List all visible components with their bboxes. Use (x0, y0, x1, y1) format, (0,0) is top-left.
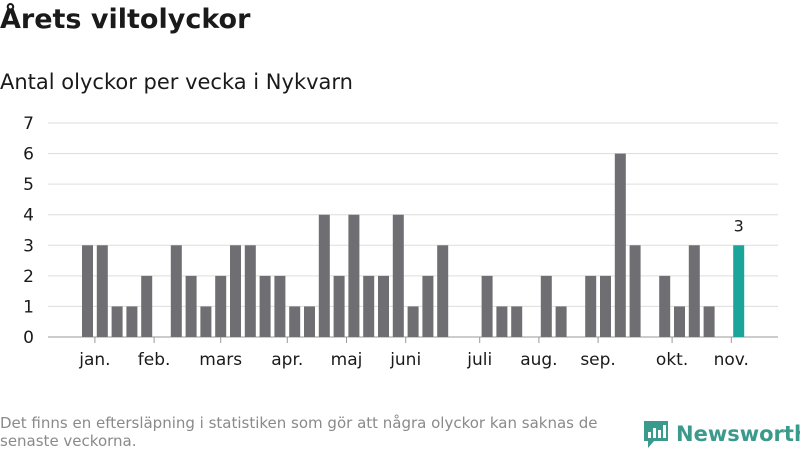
x-tick-label: nov. (714, 350, 749, 370)
bar (363, 275, 375, 337)
chart-subtitle: Antal olyckor per vecka i Nykvarn (0, 70, 353, 94)
bar (555, 306, 567, 337)
bar (111, 306, 123, 337)
data-label: 3 (734, 216, 744, 235)
bar (540, 275, 552, 337)
bar (407, 306, 419, 337)
x-tick-label: sep. (580, 350, 616, 370)
bar (200, 306, 212, 337)
y-tick-label: 4 (23, 206, 34, 226)
bar (585, 275, 597, 337)
x-tick-label: apr. (271, 350, 303, 370)
x-tick-label: juli (466, 350, 492, 370)
y-tick-label: 3 (23, 236, 34, 256)
bar (170, 245, 182, 337)
y-tick-label: 5 (23, 175, 34, 195)
bar (289, 306, 301, 337)
bar (378, 275, 389, 337)
bar (496, 306, 508, 337)
bar (600, 275, 611, 337)
x-tick-label: mars (199, 350, 242, 370)
bar (333, 275, 345, 337)
bar (703, 306, 715, 337)
bar (185, 275, 197, 337)
y-tick-label: 6 (23, 145, 34, 165)
bar (511, 306, 523, 337)
bar (274, 275, 286, 337)
bar (481, 275, 493, 337)
bar (215, 275, 227, 337)
y-tick-label: 0 (23, 328, 34, 348)
bar (614, 153, 626, 337)
bar (318, 214, 330, 337)
bar-chart: 0 1 2 3 4 5 6 7 3 jan. feb. mars apr. maj juni juli aug.… (23, 114, 778, 370)
bar (96, 245, 108, 337)
x-tick-label: maj (331, 350, 363, 370)
y-tick-label: 2 (23, 267, 34, 287)
bar (244, 245, 256, 337)
x-tick-label: okt. (656, 350, 688, 370)
bar (629, 245, 641, 337)
bar (733, 245, 745, 337)
bar (659, 275, 671, 337)
x-tick-label: juni (389, 350, 421, 370)
footer-note: Det finns en eftersläpning i statistiken… (0, 414, 598, 450)
bar (392, 214, 404, 337)
bar (126, 306, 138, 337)
x-tick-label: aug. (520, 350, 557, 370)
newsworthy-logo-icon (644, 421, 668, 448)
bar (437, 245, 449, 337)
bar (422, 275, 434, 337)
bar (82, 245, 93, 337)
brand-name: Newsworthy (676, 422, 800, 446)
bar (259, 275, 271, 337)
bar (674, 306, 685, 337)
bar (688, 245, 700, 337)
x-tick-label: feb. (138, 350, 171, 370)
bar (230, 245, 241, 337)
y-tick-label: 1 (23, 297, 34, 317)
y-tick-label: 7 (23, 114, 34, 134)
bar (141, 275, 153, 337)
brand[interactable]: Newsworthy (644, 419, 800, 449)
bar (348, 214, 360, 337)
chart-title: Årets viltolyckor (0, 4, 251, 35)
bar (304, 306, 315, 337)
x-tick-label: jan. (78, 350, 110, 370)
